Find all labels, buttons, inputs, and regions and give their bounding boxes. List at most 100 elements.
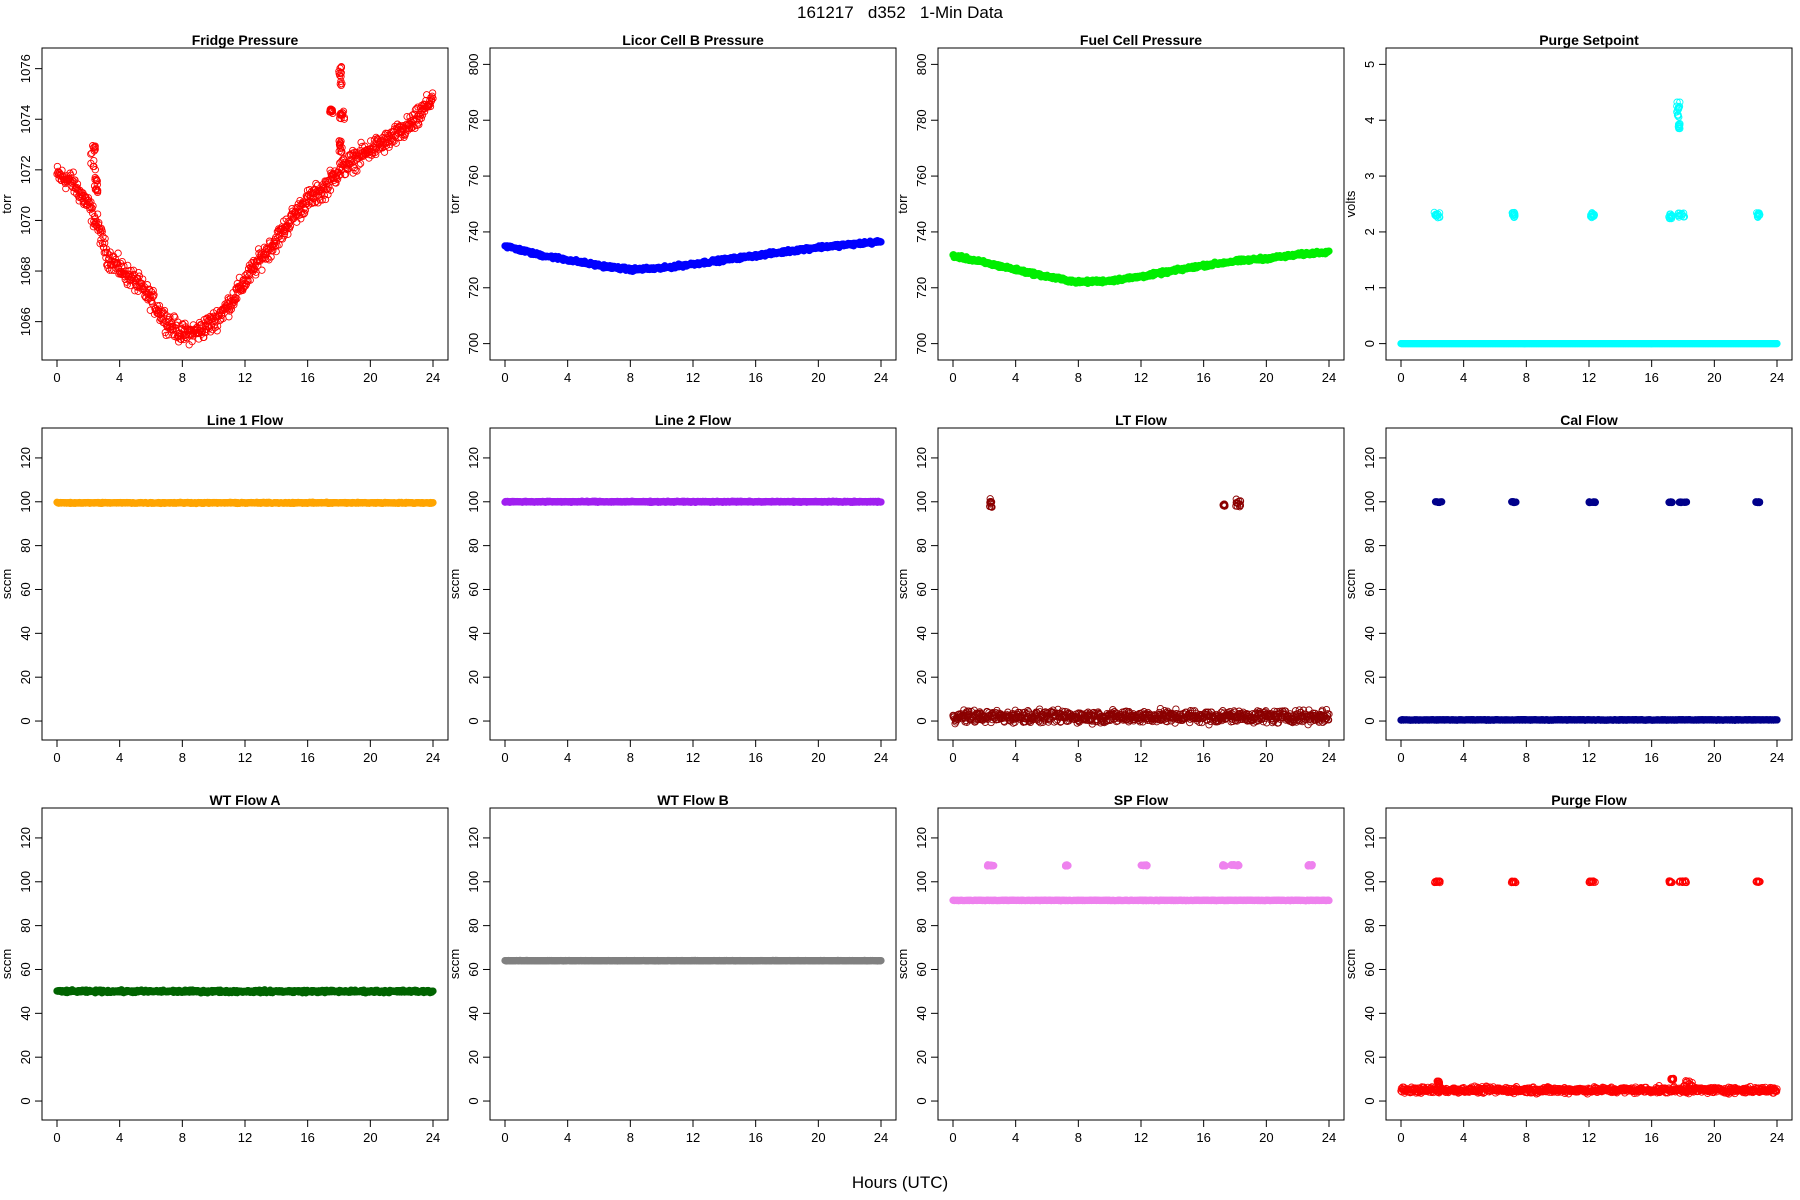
data-point [89,142,97,150]
data-point [88,205,96,213]
data-point [336,71,344,80]
data-point [337,77,345,85]
x-tick-label: 20 [811,750,825,765]
x-tick-label: 20 [811,370,825,385]
x-tick-label: 0 [501,370,508,385]
y-tick-label: 0 [18,717,33,724]
x-tick-label: 8 [627,370,634,385]
x-tick-label: 0 [53,750,60,765]
data-point [269,246,277,255]
data-point [254,261,262,270]
data-point [258,266,266,274]
panel-title: LT Flow [1115,412,1167,428]
data-points [949,495,1333,729]
data-point [188,337,196,346]
plot-frame [489,47,897,361]
y-axis-label: torr [0,194,14,214]
data-point [225,313,233,321]
data-point [90,162,98,171]
panel-title: Fridge Pressure [192,32,299,48]
data-point [124,261,132,270]
x-tick-label: 16 [1196,370,1210,385]
x-tick-label: 8 [179,750,186,765]
y-axis-label: torr [447,194,462,214]
data-point [357,138,365,147]
y-tick-label: 0 [1362,340,1377,347]
data-point [336,170,345,179]
x-tick-label: 0 [53,370,60,385]
x-tick-label: 16 [1644,370,1658,385]
y-tick-label: 20 [466,670,481,684]
data-point [86,202,95,211]
y-tick-label: 80 [18,538,33,552]
x-tick-label: 12 [686,750,700,765]
y-tick-label: 800 [914,54,929,76]
y-tick-label: 1066 [18,307,33,336]
data-point [226,307,234,315]
data-point [252,271,260,279]
x-tick-label: 12 [238,750,252,765]
panel-title: Purge Setpoint [1539,32,1639,48]
data-point [92,176,101,184]
data-point [877,498,885,506]
x-tick-label: 8 [179,370,186,385]
y-tick-label: 100 [18,491,33,513]
x-tick-label: 16 [748,370,762,385]
x-tick-label: 20 [363,370,377,385]
y-axis-label: volts [1343,190,1358,217]
data-point [246,276,254,284]
y-tick-label: 1072 [18,155,33,184]
x-tick-label: 12 [238,370,252,385]
x-tick-label: 4 [564,370,571,385]
y-tick-label: 780 [914,109,929,131]
panel-title: Licor Cell B Pressure [622,32,764,48]
x-tick-label: 4 [116,750,123,765]
x-tick-label: 8 [627,750,634,765]
data-point [155,302,164,310]
y-tick-label: 100 [466,491,481,513]
x-tick-label: 0 [949,370,956,385]
x-tick-label: 24 [874,750,888,765]
data-point [324,190,332,199]
x-tick-label: 0 [1397,370,1404,385]
data-points [53,63,437,349]
data-point [268,242,277,250]
x-tick-label: 8 [1523,370,1530,385]
x-tick-label: 20 [1707,370,1721,385]
data-point [231,296,239,304]
x-tick-label: 16 [300,750,314,765]
data-point [230,301,238,309]
data-point [91,142,99,150]
x-tick-label: 12 [1582,370,1596,385]
x-tick-label: 4 [564,750,571,765]
y-tick-label: 700 [466,333,481,355]
data-point [149,286,157,295]
data-point [349,169,357,177]
data-point [312,179,320,188]
y-axis-label: sccm [0,569,14,599]
data-point [208,326,217,334]
x-tick-label: 4 [1012,370,1019,385]
x-tick-label: 24 [426,370,440,385]
data-point [244,265,253,273]
y-tick-label: 1074 [18,105,33,134]
data-point [337,63,346,72]
data-point [337,114,345,123]
data-point [103,249,111,257]
figure-title: 161217 d352 1-Min Data [796,3,1004,22]
y-tick-label: 60 [18,582,33,596]
data-points [949,247,1333,288]
data-point [134,268,143,277]
data-point [392,139,400,147]
data-point [114,249,122,257]
data-points [501,497,885,507]
data-point [150,291,158,299]
x-tick-label: 4 [1460,370,1467,385]
y-tick-label: 760 [914,165,929,187]
data-point [233,279,241,288]
